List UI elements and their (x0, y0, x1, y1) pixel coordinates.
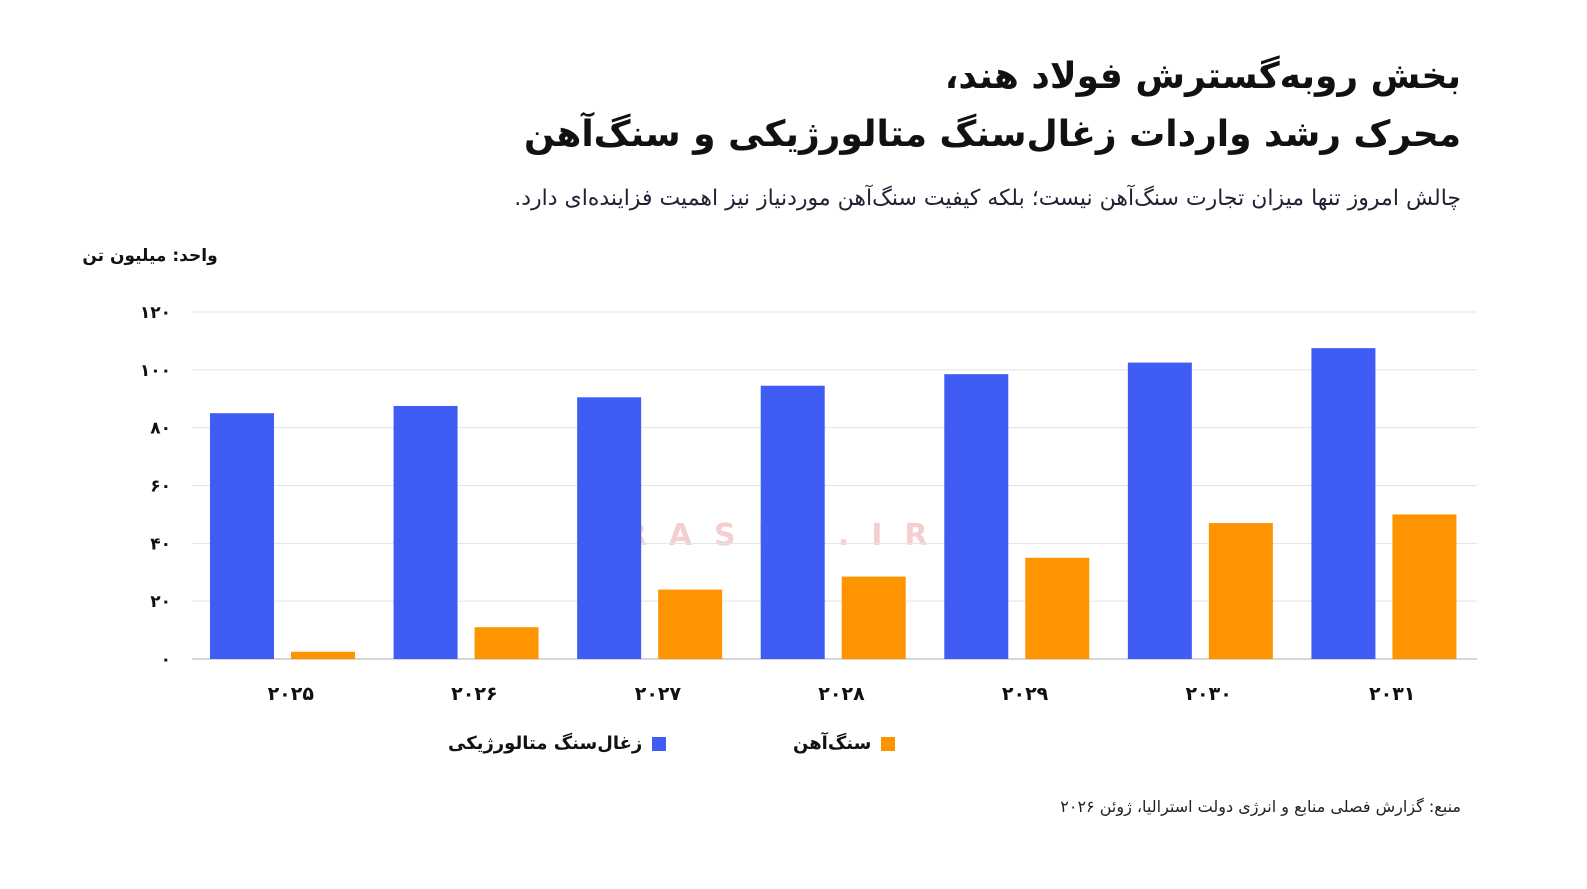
bar-iron-ore-3 (841, 576, 906, 659)
x-tick-label: ۲۰۳۰ (1185, 683, 1231, 705)
y-tick-label: ۸۰ (150, 419, 171, 439)
x-tick-label: ۲۰۲۷ (635, 683, 682, 705)
x-axis-tick-labels: ۲۰۲۵ ۲۰۲۶ ۲۰۲۷ ۲۰۲۸ ۲۰۲۹ ۲۰۳۰ ۲۰۳۱ (268, 683, 1416, 705)
bar-coal-0 (210, 413, 274, 659)
bar-iron-ore-6 (1392, 514, 1457, 659)
bar-coal-2 (577, 397, 642, 659)
watermark: IRASIN.IR (590, 518, 949, 553)
bar-iron-ore-5 (1208, 523, 1273, 659)
grid-lines (192, 311, 1477, 660)
x-tick-label: ۲۰۲۸ (818, 683, 865, 705)
y-axis-tick-labels: ۰ ۲۰ ۴۰ ۶۰ ۸۰ ۱۰۰ ۱۲۰ (140, 303, 171, 670)
bar-coal-4 (944, 374, 1009, 659)
bar-iron-ore-0 (291, 651, 355, 659)
bar-coal-5 (1127, 362, 1192, 659)
bar-coal-3 (760, 385, 825, 659)
source-note: منبع: گزارش فصلی منابع و انرژی دولت استر… (1060, 797, 1461, 816)
bar-coal-6 (1311, 348, 1376, 659)
legend-item-iron-ore: سنگ‌آهن (793, 733, 896, 754)
bar-coal-1 (393, 405, 458, 659)
bar-iron-ore-1 (474, 627, 539, 659)
legend-swatch-coal (652, 736, 667, 751)
y-tick-label: ۰ (161, 650, 171, 670)
legend-item-coal: زغال‌سنگ متالورژیکی (448, 733, 667, 754)
chart-title: بخش روبه‌گسترش فولاد هند، محرک رشد واردا… (361, 48, 1461, 164)
y-tick-label: ۲۰ (150, 592, 171, 612)
bars (210, 348, 1457, 659)
x-tick-label: ۲۰۲۵ (268, 683, 315, 705)
legend-label-iron-ore: سنگ‌آهن (793, 733, 872, 754)
y-tick-label: ۴۰ (150, 534, 171, 554)
unit-label: واحد: میلیون تن (82, 246, 218, 266)
bar-iron-ore-2 (658, 589, 723, 659)
chart-subtitle: چالش امروز تنها میزان تجارت سنگ‌آهن نیست… (514, 186, 1461, 211)
chart-title-line-2: محرک رشد واردات زغال‌سنگ متالورژیکی و سن… (523, 114, 1461, 155)
bar-iron-ore-4 (1025, 557, 1090, 659)
y-tick-label: ۱۰۰ (140, 361, 171, 381)
x-tick-label: ۲۰۲۹ (1002, 683, 1049, 705)
legend-swatch-iron-ore (881, 736, 896, 751)
x-tick-label: ۲۰۲۶ (451, 683, 497, 705)
legend-label-coal: زغال‌سنگ متالورژیکی (448, 733, 643, 754)
y-tick-label: ۶۰ (150, 477, 171, 497)
chart-title-line-1: بخش روبه‌گسترش فولاد هند، (944, 56, 1461, 97)
y-tick-label: ۱۲۰ (140, 303, 171, 323)
watermark-text: IRASIN.IR (590, 518, 949, 553)
x-tick-label: ۲۰۳۱ (1369, 683, 1415, 705)
